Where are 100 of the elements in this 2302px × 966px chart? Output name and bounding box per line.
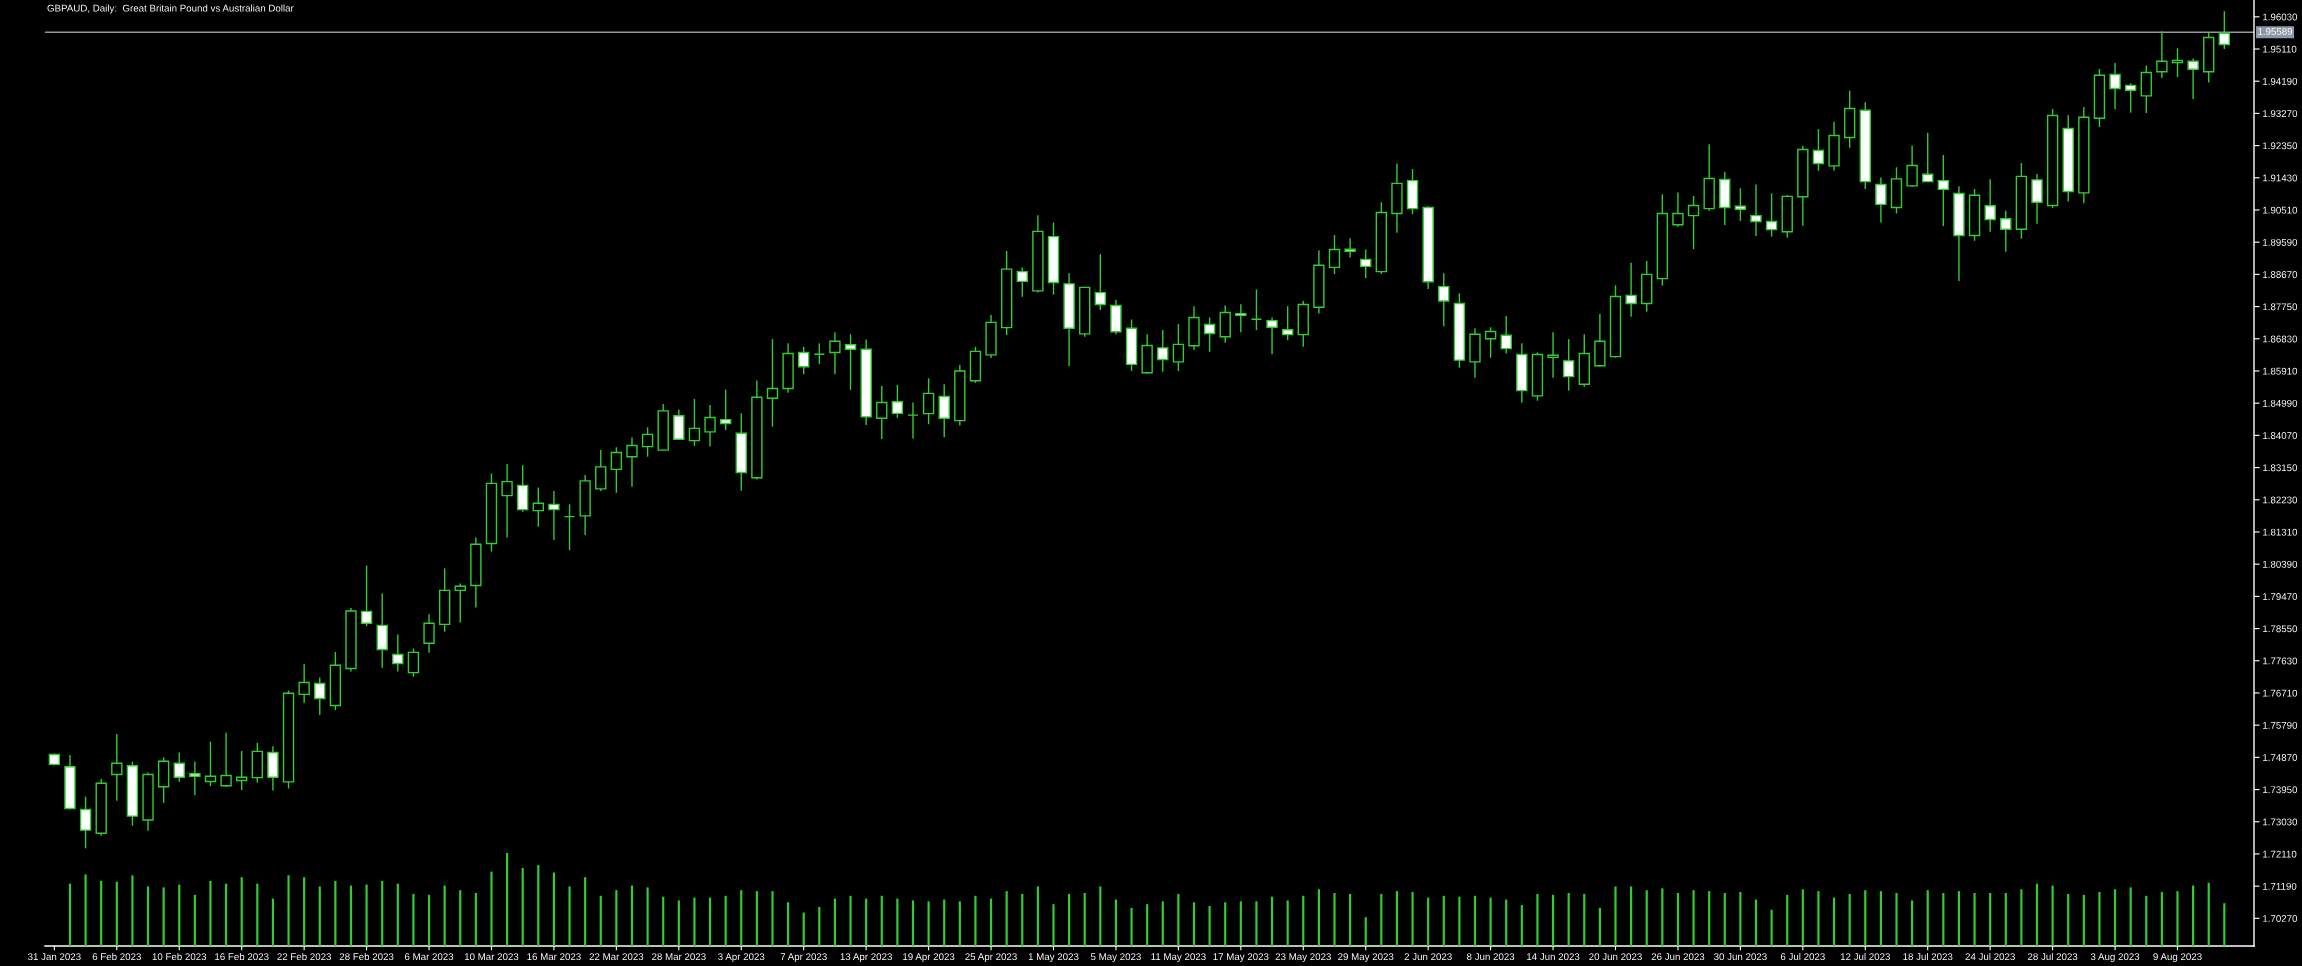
y-tick-label: 1.84990 xyxy=(2263,399,2298,407)
x-tick-label: 19 Apr 2023 xyxy=(903,953,955,963)
bar xyxy=(2082,894,2085,946)
y-tick-label: 1.96030 xyxy=(2263,13,2298,21)
bar xyxy=(1848,893,1851,946)
x-tick-label: 16 Feb 2023 xyxy=(215,952,269,961)
candlestick xyxy=(1344,237,1356,259)
candlestick xyxy=(1157,329,1169,373)
bar xyxy=(178,884,181,946)
x-tick-label: 8 Jun 2023 xyxy=(1466,953,1515,961)
bar xyxy=(1536,893,1539,946)
bar xyxy=(974,895,977,946)
x-tick-label: 2 Jun 2023 xyxy=(1404,953,1452,961)
bar xyxy=(2067,893,2070,946)
bar xyxy=(412,893,415,946)
x-tick-label: 22 Mar 2023 xyxy=(589,953,644,961)
candlestick xyxy=(2109,62,2121,110)
bar xyxy=(1583,893,1586,946)
candlestick xyxy=(813,342,826,365)
y-tick-label: 1.87750 xyxy=(2263,303,2298,311)
bar xyxy=(1598,907,1601,946)
candlestick xyxy=(1937,154,1950,227)
candlestick xyxy=(1765,192,1778,238)
bar xyxy=(646,887,649,946)
candlestick xyxy=(79,795,92,850)
bar xyxy=(2004,892,2007,946)
x-tick-label: 23 May 2023 xyxy=(1275,953,1331,963)
bar xyxy=(1754,899,1758,946)
x-tick-label: 28 Jul 2023 xyxy=(2027,952,2078,961)
bar xyxy=(1130,907,1133,946)
bar xyxy=(1021,893,1024,946)
bar xyxy=(755,891,758,946)
bar xyxy=(1879,891,1882,946)
y-tick-label: 1.81310 xyxy=(2263,528,2298,536)
bar xyxy=(474,892,477,946)
candlestick xyxy=(1562,338,1575,392)
bar xyxy=(787,902,790,946)
candlestick xyxy=(360,564,373,627)
bar xyxy=(2035,883,2039,946)
bar xyxy=(1832,897,1836,946)
candlestick xyxy=(1484,326,1497,359)
y-tick-label: 1.79470 xyxy=(2263,593,2298,600)
bar xyxy=(1427,897,1430,946)
bar xyxy=(1349,893,1352,946)
candlestick xyxy=(891,384,904,419)
x-tick-label: 10 Feb 2023 xyxy=(152,952,207,961)
bar xyxy=(1052,904,1055,946)
bar xyxy=(521,867,524,946)
candlestick xyxy=(688,398,701,447)
bar xyxy=(2223,903,2226,946)
bar xyxy=(552,872,556,946)
bar xyxy=(833,898,837,946)
y-tick-label: 1.72110 xyxy=(2263,850,2297,858)
bar xyxy=(1302,895,1305,946)
bar xyxy=(115,881,118,946)
bar xyxy=(84,874,87,946)
bar xyxy=(2129,887,2132,946)
candlestick xyxy=(626,436,638,488)
candlestick xyxy=(532,486,545,528)
bar xyxy=(1177,893,1180,946)
x-tick-label: 3 Aug 2023 xyxy=(2090,953,2140,963)
candlestick xyxy=(2218,10,2231,50)
candlestick xyxy=(2124,82,2137,114)
x-tick-label: 31 Jan 2023 xyxy=(27,953,81,961)
bar xyxy=(1161,901,1164,946)
candlestick xyxy=(766,338,779,428)
x-tick-label: 3 Apr 2023 xyxy=(718,953,765,963)
bar xyxy=(1286,900,1289,946)
bar xyxy=(537,865,540,946)
x-tick-label: 1 May 2023 xyxy=(1028,953,1079,963)
x-tick-label: 22 Feb 2023 xyxy=(277,952,332,961)
bar xyxy=(506,853,509,946)
x-tick-label: 6 Jul 2023 xyxy=(1780,952,1825,961)
bar xyxy=(365,884,368,946)
candlestick xyxy=(1734,187,1747,222)
bar xyxy=(880,895,883,946)
bar xyxy=(708,897,712,946)
candlestick xyxy=(1984,178,1996,233)
y-tick-label: 1.86830 xyxy=(2263,335,2298,343)
x-tick-label: 24 Jul 2023 xyxy=(1965,952,2015,961)
candlestick xyxy=(1687,195,1700,250)
bar xyxy=(490,871,493,946)
candlestick xyxy=(719,388,732,431)
bar xyxy=(1989,892,1992,946)
candlestick xyxy=(407,647,420,678)
candlestick xyxy=(1906,144,1918,188)
bar xyxy=(68,883,72,946)
bar xyxy=(209,880,212,946)
candlestick xyxy=(563,503,576,551)
y-tick-label: 1.70270 xyxy=(2263,915,2298,922)
y-tick-label: 1.91430 xyxy=(2263,174,2298,182)
y-tick-label: 1.89590 xyxy=(2263,238,2298,246)
bar xyxy=(1645,890,1648,946)
candlestick xyxy=(1250,288,1263,331)
candlestick xyxy=(938,383,950,438)
candlestick xyxy=(876,385,888,440)
bar xyxy=(740,890,743,946)
bar xyxy=(287,875,290,946)
x-tick-label: 6 Feb 2023 xyxy=(92,952,141,961)
bar xyxy=(662,896,665,946)
